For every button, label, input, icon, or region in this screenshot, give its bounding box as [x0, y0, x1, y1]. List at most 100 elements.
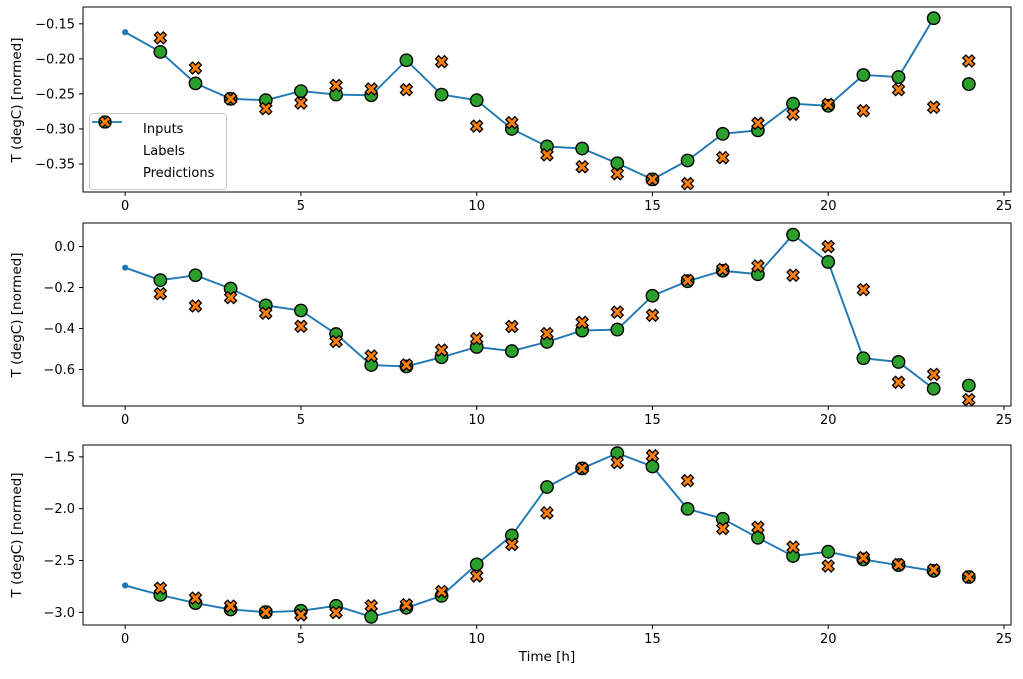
prediction-marker — [399, 358, 414, 372]
prediction-marker-shape — [153, 286, 168, 301]
prediction-marker-shape — [751, 116, 765, 131]
prediction-marker — [926, 367, 941, 382]
prediction-marker — [680, 273, 695, 288]
prediction-marker — [540, 326, 554, 341]
prediction-marker — [926, 100, 941, 115]
prediction-marker — [680, 176, 695, 191]
prediction-marker-shape — [294, 607, 308, 622]
prediction-marker-shape — [645, 172, 660, 187]
inputs-series — [122, 15, 937, 183]
x-tick-label: 15 — [644, 413, 661, 428]
prediction-marker-shape — [540, 506, 554, 520]
y-axis-label-panel3: T (degC) [normed] — [9, 472, 25, 598]
prediction-marker-shape — [329, 78, 343, 93]
prediction-marker-shape — [786, 268, 800, 283]
prediction-marker — [188, 299, 203, 313]
prediction-marker — [258, 605, 273, 620]
x-axis-label: Time [h] — [518, 649, 576, 665]
x-tick-label: 0 — [121, 199, 129, 214]
prediction-marker — [364, 82, 379, 96]
x-tick-label: 5 — [297, 199, 305, 214]
labels-series — [153, 227, 976, 396]
label-marker — [469, 557, 484, 572]
prediction-marker — [258, 101, 273, 116]
subplot-1: 0 5 10 15 20 25 −0.15 −0.20 −0.25 −0.30 −0.35 — [35, 6, 1012, 214]
prediction-marker — [856, 282, 871, 297]
prediction-marker-shape — [856, 282, 871, 297]
prediction-marker-shape — [223, 91, 238, 106]
prediction-marker — [856, 550, 871, 565]
label-marker — [469, 93, 484, 108]
prediction-marker-shape — [329, 605, 343, 620]
prediction-marker — [961, 570, 976, 584]
prediction-marker-shape — [434, 584, 449, 599]
label-marker — [540, 480, 554, 494]
prediction-marker-shape — [399, 358, 414, 372]
prediction-marker — [153, 30, 168, 45]
prediction-marker-shape — [364, 598, 379, 613]
y-axis-label-panel1: T (degC) [normed] — [9, 37, 25, 163]
prediction-marker-shape — [926, 367, 941, 382]
y-tick-label: −0.25 — [35, 87, 75, 102]
prediction-marker-shape — [891, 375, 906, 390]
prediction-marker — [153, 581, 168, 596]
prediction-marker — [329, 78, 343, 93]
prediction-marker-shape — [188, 591, 203, 606]
prediction-marker-shape — [188, 299, 203, 313]
prediction-marker-shape — [751, 259, 765, 273]
prediction-marker-shape — [680, 176, 695, 191]
prediction-marker — [751, 259, 765, 273]
y-axis: 0.0 −0.2 −0.4 −0.6 — [43, 240, 83, 378]
prediction-marker-shape — [504, 319, 519, 334]
prediction-marker-shape — [926, 100, 941, 115]
prediction-marker — [645, 448, 660, 463]
prediction-marker — [715, 521, 730, 536]
prediction-marker-shape — [153, 581, 168, 596]
prediction-marker — [434, 54, 449, 69]
prediction-marker — [821, 239, 836, 254]
input-dot — [122, 582, 129, 589]
label-marker — [188, 268, 203, 283]
axes-frame — [82, 444, 1012, 626]
prediction-marker — [434, 584, 449, 599]
label-marker — [504, 344, 519, 358]
prediction-marker — [329, 605, 343, 620]
x-tick-label: 15 — [644, 199, 661, 214]
prediction-marker-shape — [329, 334, 343, 349]
prediction-marker — [434, 343, 449, 357]
x-tick-label: 10 — [468, 632, 485, 647]
x-tick-label: 10 — [468, 199, 485, 214]
prediction-marker — [294, 607, 308, 622]
y-tick-label: −2.0 — [43, 502, 75, 517]
legend-item-labels: Labels — [98, 115, 214, 160]
predictions-series — [153, 30, 976, 191]
prediction-marker-shape — [751, 520, 765, 535]
prediction-marker — [891, 375, 906, 390]
y-tick-label: −0.35 — [35, 157, 75, 172]
x-tick-label: 20 — [820, 632, 837, 647]
label-marker — [680, 501, 695, 516]
y-tick-label: −0.30 — [35, 122, 75, 137]
prediction-marker-shape — [469, 569, 484, 583]
prediction-marker — [786, 268, 800, 283]
prediction-marker — [294, 319, 308, 334]
prediction-marker-shape — [926, 562, 941, 577]
x-tick-label: 25 — [996, 413, 1013, 428]
prediction-marker — [575, 159, 590, 174]
inputs-series — [122, 450, 937, 620]
label-marker — [153, 44, 168, 59]
label-marker — [610, 156, 625, 171]
prediction-marker — [856, 103, 871, 118]
prediction-marker-shape — [540, 326, 554, 341]
y-axis: −1.5 −2.0 −2.5 −3.0 — [43, 450, 83, 621]
prediction-marker — [645, 172, 660, 187]
y-tick-label: −0.2 — [43, 281, 75, 296]
prediction-marker — [223, 91, 238, 106]
predictions-series — [153, 239, 976, 407]
prediction-marker — [364, 598, 379, 613]
prediction-marker-shape — [258, 306, 273, 321]
prediction-marker — [786, 540, 800, 554]
prediction-marker-shape — [575, 315, 590, 330]
label-marker — [294, 84, 308, 98]
prediction-marker — [575, 461, 590, 476]
